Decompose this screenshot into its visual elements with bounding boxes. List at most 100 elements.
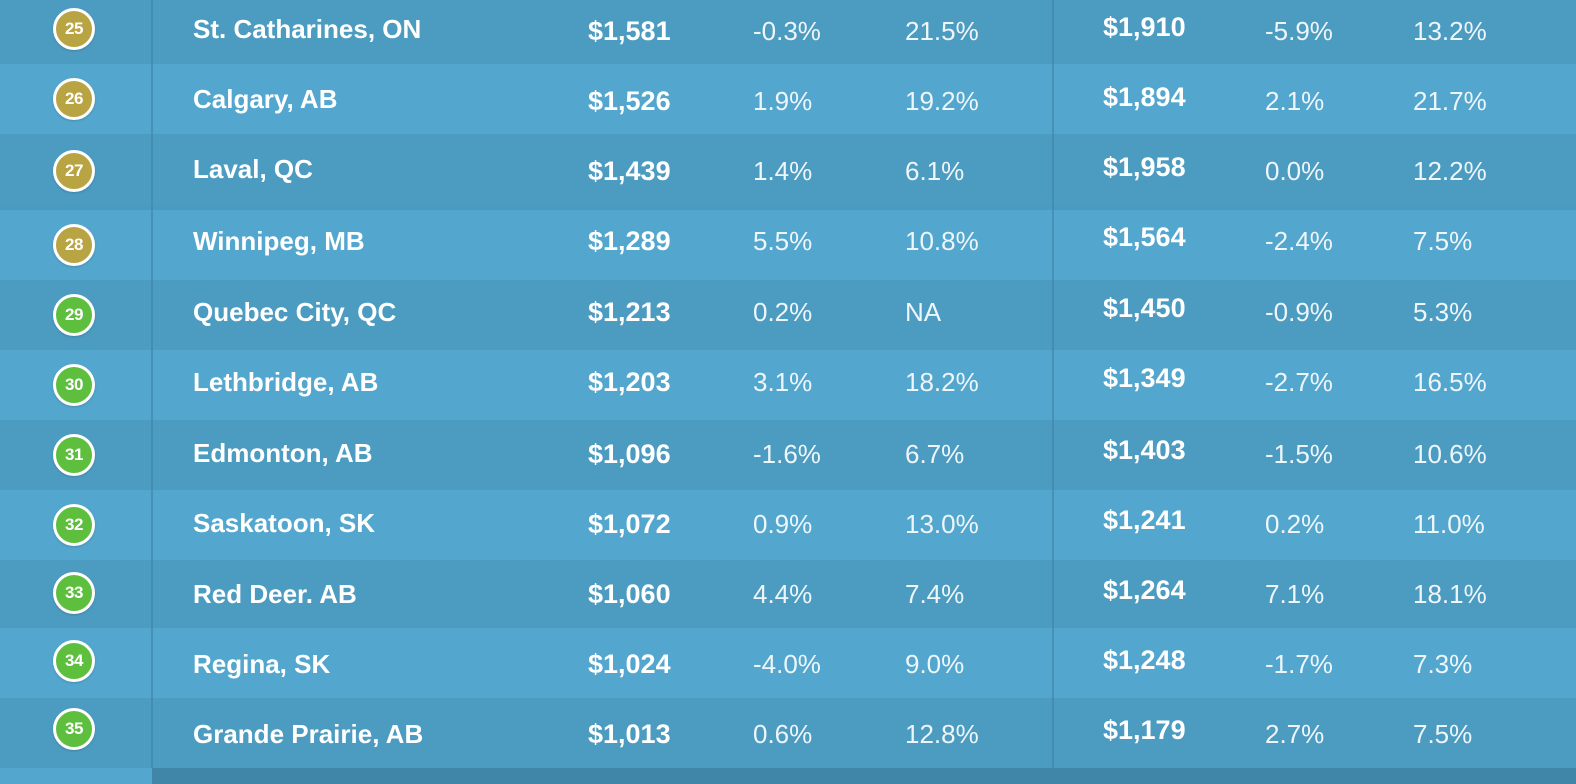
two-bedroom-monthly-change: -0.9% <box>1265 297 1333 327</box>
two-bedroom-yearly-change: 10.6% <box>1413 439 1487 469</box>
one-bedroom-monthly-change: 1.9% <box>753 86 813 116</box>
table-row: 27 Laval, QC $1,439 1.4% 6.1% $1,958 0.0… <box>0 134 1576 204</box>
rank-badge: 29 <box>53 294 95 336</box>
two-bedroom-yearly-change: 7.5% <box>1413 226 1473 256</box>
city-name: Laval, QC <box>193 154 313 184</box>
one-bedroom-price: $1,203 <box>588 367 671 397</box>
one-bedroom-monthly-change: 1.4% <box>753 156 813 186</box>
two-bedroom-monthly-change: 2.1% <box>1265 86 1325 116</box>
two-bedroom-yearly-change: 21.7% <box>1413 86 1487 116</box>
one-bedroom-price: $1,013 <box>588 719 671 749</box>
table-row: 33 Red Deer. AB $1,060 4.4% 7.4% $1,264 … <box>0 560 1576 630</box>
rank-badge: 34 <box>53 640 95 682</box>
two-bedroom-monthly-change: -1.5% <box>1265 439 1333 469</box>
city-name: Lethbridge, AB <box>193 367 379 397</box>
one-bedroom-yearly-change: 19.2% <box>905 86 979 116</box>
two-bedroom-yearly-change: 13.2% <box>1413 16 1487 46</box>
table-row: 28 Winnipeg, MB $1,289 5.5% 10.8% $1,564… <box>0 210 1576 280</box>
rank-badge: 33 <box>53 572 95 614</box>
one-bedroom-monthly-change: 0.6% <box>753 719 813 749</box>
city-name: Quebec City, QC <box>193 297 397 327</box>
rank-badge: 28 <box>53 224 95 266</box>
rank-column-divider <box>151 0 153 768</box>
city-name: Winnipeg, MB <box>193 226 365 256</box>
two-bedroom-yearly-change: 12.2% <box>1413 156 1487 186</box>
one-bedroom-price: $1,213 <box>588 297 671 327</box>
one-bedroom-price: $1,581 <box>588 16 671 46</box>
city-name: Edmonton, AB <box>193 438 373 468</box>
table-row: 34 Regina, SK $1,024 -4.0% 9.0% $1,248 -… <box>0 628 1576 698</box>
rank-badge: 32 <box>53 504 95 546</box>
two-bedroom-price: $1,248 <box>1103 645 1186 675</box>
city-name: Red Deer. AB <box>193 579 357 609</box>
two-bedroom-price: $1,403 <box>1103 435 1186 465</box>
one-bedroom-price: $1,289 <box>588 226 671 256</box>
table-row: 29 Quebec City, QC $1,213 0.2% NA $1,450… <box>0 280 1576 350</box>
table-row: 26 Calgary, AB $1,526 1.9% 19.2% $1,894 … <box>0 64 1576 134</box>
two-bedroom-monthly-change: 2.7% <box>1265 719 1325 749</box>
rank-badge: 27 <box>53 150 95 192</box>
one-bedroom-monthly-change: 0.9% <box>753 509 813 539</box>
two-bedroom-monthly-change: 7.1% <box>1265 579 1325 609</box>
one-bedroom-monthly-change: 3.1% <box>753 367 813 397</box>
one-bedroom-monthly-change: 0.2% <box>753 297 813 327</box>
table-row: 35 Grande Prairie, AB $1,013 0.6% 12.8% … <box>0 698 1576 768</box>
one-bedroom-yearly-change: 13.0% <box>905 509 979 539</box>
table-row: 32 Saskatoon, SK $1,072 0.9% 13.0% $1,24… <box>0 490 1576 560</box>
two-bedroom-monthly-change: -2.7% <box>1265 367 1333 397</box>
one-bedroom-yearly-change: 12.8% <box>905 719 979 749</box>
city-name: St. Catharines, ON <box>193 14 422 44</box>
table-row: 25 St. Catharines, ON $1,581 -0.3% 21.5%… <box>0 0 1576 64</box>
footer-rank-cell <box>0 768 152 784</box>
city-name: Grande Prairie, AB <box>193 719 424 749</box>
one-bedroom-monthly-change: -4.0% <box>753 649 821 679</box>
group-divider <box>1052 0 1054 768</box>
two-bedroom-yearly-change: 7.5% <box>1413 719 1473 749</box>
one-bedroom-yearly-change: 6.7% <box>905 439 965 469</box>
table-footer-strip <box>0 768 1576 784</box>
two-bedroom-price: $1,958 <box>1103 152 1186 182</box>
city-name: Saskatoon, SK <box>193 508 376 538</box>
one-bedroom-price: $1,072 <box>588 509 671 539</box>
two-bedroom-yearly-change: 16.5% <box>1413 367 1487 397</box>
two-bedroom-monthly-change: 0.2% <box>1265 509 1325 539</box>
rank-badge: 30 <box>53 364 95 406</box>
one-bedroom-price: $1,060 <box>588 579 671 609</box>
city-name: Regina, SK <box>193 649 331 679</box>
one-bedroom-monthly-change: 4.4% <box>753 579 813 609</box>
one-bedroom-price: $1,096 <box>588 439 671 469</box>
one-bedroom-yearly-change: 6.1% <box>905 156 965 186</box>
two-bedroom-yearly-change: 11.0% <box>1413 509 1485 539</box>
two-bedroom-yearly-change: 7.3% <box>1413 649 1473 679</box>
two-bedroom-price: $1,450 <box>1103 293 1186 323</box>
two-bedroom-price: $1,349 <box>1103 363 1186 393</box>
rank-badge: 26 <box>53 78 95 120</box>
two-bedroom-monthly-change: -2.4% <box>1265 226 1333 256</box>
one-bedroom-yearly-change: 7.4% <box>905 579 965 609</box>
one-bedroom-monthly-change: -0.3% <box>753 16 821 46</box>
two-bedroom-price: $1,564 <box>1103 222 1186 252</box>
two-bedroom-yearly-change: 5.3% <box>1413 297 1473 327</box>
two-bedroom-monthly-change: -5.9% <box>1265 16 1333 46</box>
one-bedroom-price: $1,024 <box>588 649 671 679</box>
one-bedroom-yearly-change: 9.0% <box>905 649 965 679</box>
one-bedroom-monthly-change: 5.5% <box>753 226 813 256</box>
two-bedroom-monthly-change: 0.0% <box>1265 156 1325 186</box>
two-bedroom-price: $1,179 <box>1103 715 1186 745</box>
two-bedroom-price: $1,910 <box>1103 12 1186 42</box>
one-bedroom-yearly-change: 18.2% <box>905 367 979 397</box>
one-bedroom-price: $1,526 <box>588 86 671 116</box>
two-bedroom-price: $1,894 <box>1103 82 1186 112</box>
two-bedroom-yearly-change: 18.1% <box>1413 579 1487 609</box>
table-row: 30 Lethbridge, AB $1,203 3.1% 18.2% $1,3… <box>0 350 1576 420</box>
one-bedroom-price: $1,439 <box>588 156 671 186</box>
one-bedroom-yearly-change: NA <box>905 297 942 327</box>
one-bedroom-yearly-change: 21.5% <box>905 16 979 46</box>
one-bedroom-monthly-change: -1.6% <box>753 439 821 469</box>
two-bedroom-price: $1,264 <box>1103 575 1186 605</box>
table-row: 31 Edmonton, AB $1,096 -1.6% 6.7% $1,403… <box>0 420 1576 490</box>
two-bedroom-price: $1,241 <box>1103 505 1186 535</box>
rank-badge: 25 <box>53 8 95 50</box>
rank-badge: 35 <box>53 708 95 750</box>
